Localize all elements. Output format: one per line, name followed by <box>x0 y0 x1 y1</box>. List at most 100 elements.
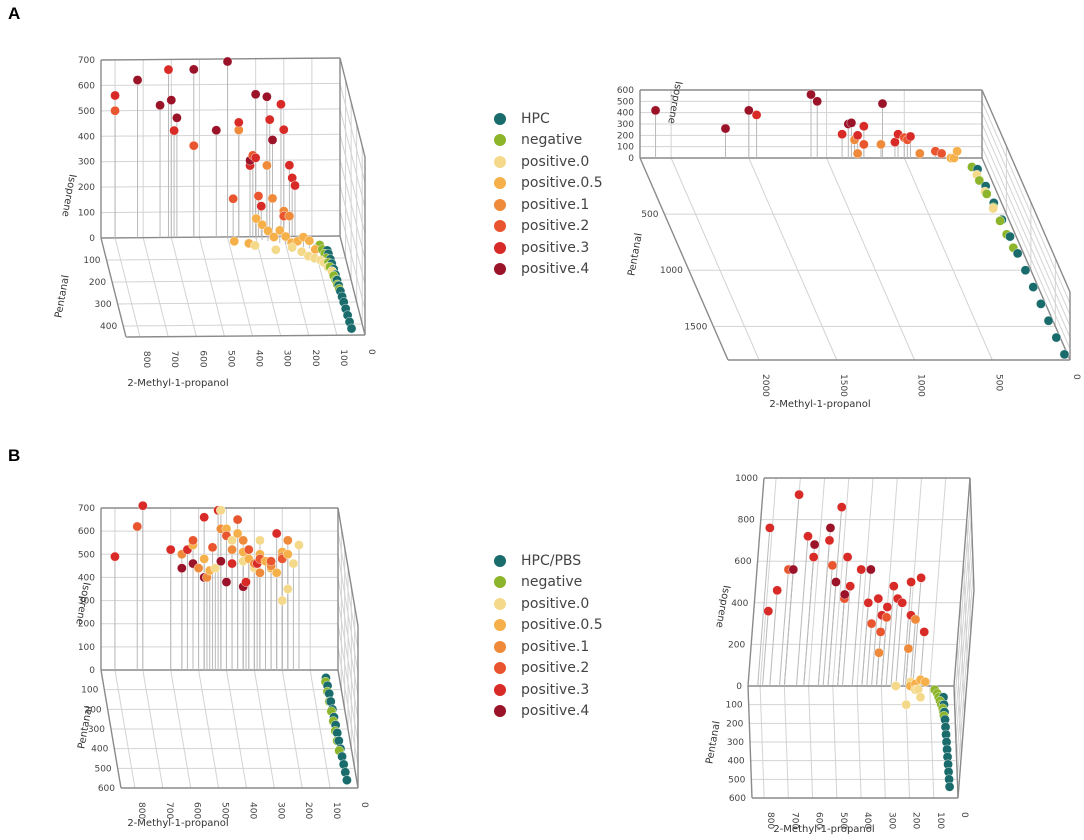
data-point[interactable] <box>210 563 221 573</box>
data-point[interactable] <box>905 131 916 142</box>
data-point[interactable] <box>177 563 187 573</box>
data-point[interactable] <box>944 781 955 792</box>
data-point[interactable] <box>772 585 782 596</box>
legend-item[interactable]: positive.4 <box>494 701 603 723</box>
data-point[interactable] <box>866 618 877 629</box>
data-point[interactable] <box>269 232 279 242</box>
data-point[interactable] <box>901 699 911 710</box>
scatter3d-svg[interactable]: 800 700 600 500 400 300 200 100 0100200300400500… <box>686 468 1084 840</box>
data-point[interactable] <box>881 612 892 623</box>
data-point[interactable] <box>163 64 174 75</box>
data-point[interactable] <box>250 240 260 251</box>
data-point[interactable] <box>910 614 921 625</box>
data-point[interactable] <box>882 602 893 612</box>
data-point[interactable] <box>221 577 232 587</box>
scatter3d-svg[interactable]: 800 700 600 500 400 300 200 100 0 100 200 300 400 0 10… <box>18 30 418 402</box>
data-point[interactable] <box>280 231 291 242</box>
legend-item[interactable]: positive.1 <box>494 636 603 658</box>
data-point[interactable] <box>290 180 300 191</box>
data-point[interactable] <box>277 595 288 606</box>
data-point[interactable] <box>859 121 869 132</box>
data-point[interactable] <box>751 110 762 120</box>
data-point[interactable] <box>241 577 251 587</box>
data-point[interactable] <box>1005 231 1015 242</box>
data-point[interactable] <box>207 542 218 553</box>
data-point[interactable] <box>243 544 254 555</box>
plot-a-left[interactable]: 800 700 600 500 400 300 200 100 0 100 200 300 400 0 10… <box>18 30 418 402</box>
data-point[interactable] <box>304 235 315 246</box>
data-point[interactable] <box>919 627 930 637</box>
data-point[interactable] <box>188 535 198 546</box>
data-point[interactable] <box>267 135 278 145</box>
data-point[interactable] <box>852 148 863 159</box>
data-point[interactable] <box>340 767 351 778</box>
data-point[interactable] <box>284 160 295 171</box>
data-point[interactable] <box>831 577 841 587</box>
plot-b-right[interactable]: 800 700 600 500 400 300 200 100 0 100 200 300 400 500… <box>686 468 1084 840</box>
data-point[interactable] <box>232 528 243 539</box>
data-point[interactable] <box>253 191 264 201</box>
data-point[interactable] <box>1043 315 1054 326</box>
data-point[interactable] <box>251 213 262 224</box>
scatter3d-svg[interactable]: 800 700 600 500 400 300 200 100 0100200300400500… <box>18 488 418 838</box>
data-point[interactable] <box>110 551 120 562</box>
data-point[interactable] <box>132 75 143 85</box>
legend-item[interactable]: positive.4 <box>494 259 603 281</box>
data-point[interactable] <box>763 606 774 616</box>
data-point[interactable] <box>874 647 884 658</box>
data-point[interactable] <box>842 552 853 562</box>
data-point[interactable] <box>836 502 847 512</box>
data-point[interactable] <box>812 96 823 107</box>
data-point[interactable] <box>846 118 857 128</box>
plot-a-right[interactable]: 2000 1500 1000 500 0 500 1000 1500 0 100 200 300 400… <box>600 70 1084 422</box>
data-point[interactable] <box>232 514 243 525</box>
data-point[interactable] <box>262 160 272 171</box>
scatter3d-svg[interactable]: 2000 1500 1000 500 0500100015000100200300400… <box>600 70 1084 422</box>
data-point[interactable] <box>278 124 289 135</box>
legend-item[interactable]: negative <box>494 572 603 594</box>
data-point[interactable] <box>852 130 863 141</box>
data-point[interactable] <box>283 584 293 594</box>
data-point[interactable] <box>906 577 916 587</box>
data-point[interactable] <box>138 500 148 511</box>
data-point[interactable] <box>262 91 272 102</box>
data-point[interactable] <box>806 89 816 100</box>
data-point[interactable] <box>188 140 199 151</box>
data-point[interactable] <box>250 153 261 163</box>
data-point[interactable] <box>346 323 357 334</box>
data-point[interactable] <box>188 64 199 75</box>
data-point[interactable] <box>1036 299 1046 309</box>
data-point[interactable] <box>193 563 204 573</box>
data-point[interactable] <box>839 589 850 600</box>
data-point[interactable] <box>863 597 874 608</box>
data-point[interactable] <box>216 556 226 567</box>
data-point[interactable] <box>1020 265 1031 276</box>
data-point[interactable] <box>267 193 278 204</box>
legend-item[interactable]: positive.0 <box>494 151 603 173</box>
data-point[interactable] <box>199 512 209 523</box>
data-point[interactable] <box>263 226 273 236</box>
data-point[interactable] <box>287 242 297 253</box>
data-point[interactable] <box>216 505 226 516</box>
data-point[interactable] <box>132 521 143 532</box>
data-point[interactable] <box>264 114 275 125</box>
data-point[interactable] <box>276 99 286 110</box>
data-point[interactable] <box>995 216 1005 226</box>
data-point[interactable] <box>256 201 267 211</box>
legend-item[interactable]: positive.0.5 <box>494 173 603 195</box>
data-point[interactable] <box>284 211 295 221</box>
data-point[interactable] <box>283 549 293 560</box>
legend-item[interactable]: positive.3 <box>494 679 603 701</box>
legend-item[interactable]: HPC/PBS <box>494 550 603 572</box>
data-point[interactable] <box>110 90 120 101</box>
data-point[interactable] <box>825 523 836 533</box>
data-point[interactable] <box>873 593 884 604</box>
legend-item[interactable]: positive.3 <box>494 237 603 259</box>
data-point[interactable] <box>889 581 899 591</box>
data-point[interactable] <box>859 139 869 150</box>
data-point[interactable] <box>229 236 240 247</box>
data-point[interactable] <box>824 535 835 546</box>
data-point[interactable] <box>211 125 222 136</box>
legend-item[interactable]: HPC <box>494 108 603 130</box>
data-point[interactable] <box>981 189 992 199</box>
